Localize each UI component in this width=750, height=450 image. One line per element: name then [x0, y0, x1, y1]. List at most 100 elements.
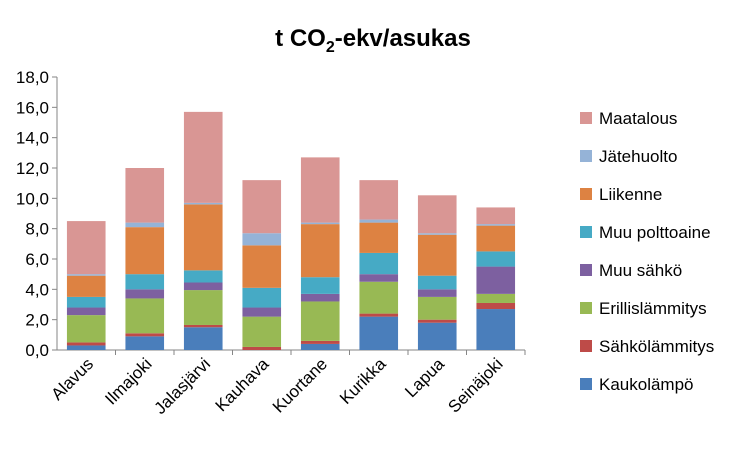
bar-segment	[359, 222, 399, 253]
bar-segment	[242, 307, 282, 317]
bar-segment	[183, 270, 223, 283]
bar-segment	[359, 313, 399, 317]
legend-swatch	[580, 188, 592, 200]
legend-swatch	[580, 112, 592, 124]
bar-segment	[417, 233, 457, 235]
x-category-label: Jalasjärvi	[151, 354, 215, 418]
y-tick-label: 10,0	[16, 189, 49, 208]
bar-segment	[359, 274, 399, 282]
bar-segment	[417, 322, 457, 350]
chart-title: t CO2-ekv/asukas	[275, 25, 471, 56]
bar-segment	[476, 224, 516, 226]
bar-segment	[417, 296, 457, 320]
x-category-label: Lapua	[401, 354, 448, 401]
bar-segment	[359, 180, 399, 220]
bar-segment	[300, 222, 340, 225]
y-tick-label: 16,0	[16, 98, 49, 117]
bar-segment	[242, 233, 282, 246]
bar-segment	[417, 234, 457, 276]
legend-label: Sähkölämmitys	[599, 337, 714, 356]
legend-swatch	[580, 150, 592, 162]
bar-segment	[300, 301, 340, 341]
bar-segment	[183, 282, 223, 291]
legend-swatch	[580, 378, 592, 390]
bar-segment	[125, 289, 165, 299]
title-subscript: 2	[326, 39, 335, 56]
bar-segment	[300, 293, 340, 302]
bar-segment	[476, 293, 516, 303]
y-tick-label: 14,0	[16, 129, 49, 148]
bar-segment	[476, 207, 516, 225]
legend-swatch	[580, 340, 592, 352]
y-tick-label: 4,0	[25, 280, 49, 299]
bar-segment	[125, 274, 165, 290]
bar-segment	[476, 225, 516, 252]
bar-segment	[242, 316, 282, 347]
legend-swatch	[580, 264, 592, 276]
title-suffix: -ekv/asukas	[335, 25, 471, 52]
bar-segment	[300, 343, 340, 350]
bar-segment	[125, 298, 165, 334]
bar-segment	[359, 252, 399, 275]
bar-segment	[300, 224, 340, 278]
bar-segment	[66, 342, 106, 346]
bar-segment	[125, 336, 165, 350]
bars	[66, 111, 516, 350]
bar-segment	[300, 277, 340, 294]
bar-segment	[476, 302, 516, 310]
x-category-label: Seinäjoki	[444, 354, 506, 416]
bar-segment	[66, 274, 106, 276]
legend-label: Maatalous	[599, 109, 677, 128]
legend-swatch	[580, 226, 592, 238]
bar-segment	[183, 202, 223, 205]
x-category-label: Ilmajoki	[101, 354, 155, 408]
bar-segment	[359, 316, 399, 350]
bar-segment	[242, 245, 282, 288]
x-category-label: Kauhava	[212, 354, 273, 415]
bar-segment	[183, 327, 223, 350]
bar-segment	[183, 111, 223, 203]
bar-segment	[66, 307, 106, 316]
bar-segment	[359, 281, 399, 314]
bar-segment	[476, 309, 516, 350]
bar-segment	[300, 157, 340, 223]
bar-segment	[359, 219, 399, 223]
bar-segment	[242, 346, 282, 350]
title-main: t CO	[275, 25, 326, 52]
y-tick-label: 12,0	[16, 159, 49, 178]
legend-label: Liikenne	[599, 185, 662, 204]
bar-segment	[476, 251, 516, 267]
bar-segment	[417, 289, 457, 297]
bar-segment	[417, 319, 457, 323]
y-axis-ticks: 0,0 2,0 4,0 6,0 8,0 10,0 12,0 14,0 16,0 18,0	[16, 68, 526, 360]
bar-segment	[417, 195, 457, 234]
y-tick-label: 8,0	[25, 220, 49, 239]
x-category-label: Kuortane	[269, 354, 331, 416]
bar-segment	[125, 222, 165, 228]
legend-label: Kaukolämpö	[599, 375, 694, 394]
bar-segment	[125, 168, 165, 223]
bar-segment	[125, 333, 165, 337]
y-tick-label: 6,0	[25, 250, 49, 269]
bar-segment	[66, 345, 106, 350]
bar-segment	[125, 227, 165, 275]
bar-segment	[417, 275, 457, 290]
x-category-label: Kurikka	[336, 354, 390, 408]
y-tick-label: 2,0	[25, 311, 49, 330]
bar-segment	[66, 296, 106, 308]
x-category-label: Alavus	[48, 354, 98, 404]
legend-label: Erillislämmitys	[599, 299, 707, 318]
bar-segment	[183, 204, 223, 271]
bar-segment	[242, 287, 282, 308]
bar-segment	[66, 315, 106, 343]
y-tick-label: 0,0	[25, 341, 49, 360]
bar-segment	[476, 266, 516, 294]
bar-segment	[183, 290, 223, 325]
legend-label: Muu sähkö	[599, 261, 682, 280]
y-tick-label: 18,0	[16, 68, 49, 87]
bar-segment	[66, 275, 106, 297]
bar-segment	[242, 180, 282, 234]
legend-label: Muu polttoaine	[599, 223, 711, 242]
